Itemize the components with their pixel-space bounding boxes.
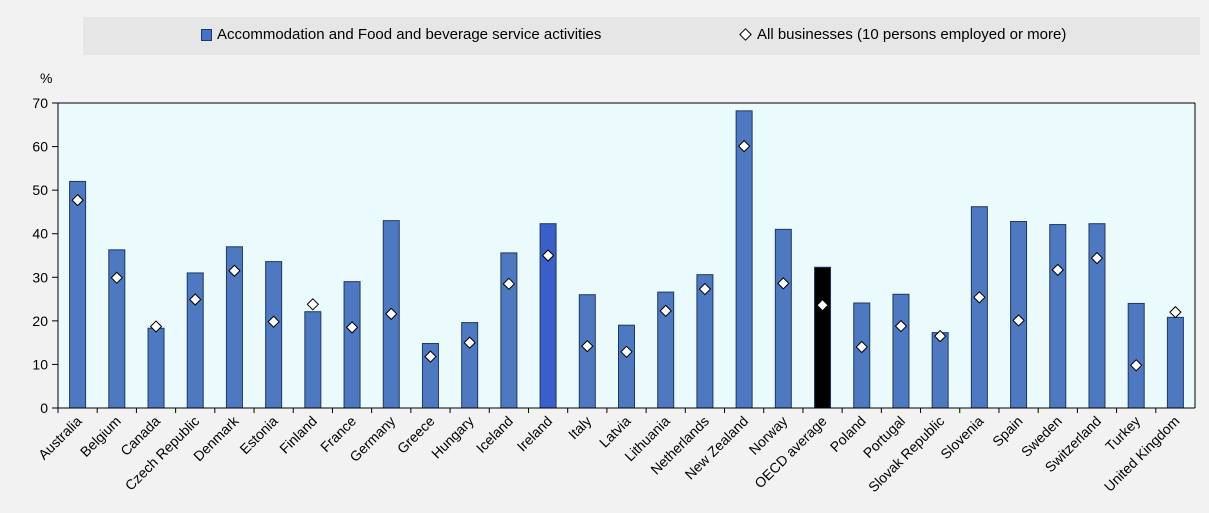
- bar: [461, 322, 479, 409]
- bar: [343, 281, 361, 409]
- bar: [931, 332, 949, 409]
- x-tick-label: Estonia: [236, 413, 280, 457]
- y-tick-label: 20: [32, 313, 48, 329]
- bar: [304, 311, 322, 409]
- y-axis-label: %: [40, 70, 52, 86]
- marker-point: [620, 345, 633, 358]
- marker-point: [189, 293, 202, 306]
- bar: [892, 293, 910, 409]
- y-tick-label: 10: [32, 356, 48, 372]
- bar: [1127, 302, 1145, 409]
- marker-point: [385, 307, 398, 321]
- y-tick-label: 60: [32, 139, 48, 155]
- x-tick-label: Ireland: [514, 413, 556, 455]
- legend-label-all-businesses: All businesses (10 persons employed or m…: [757, 26, 1067, 43]
- marker-point: [698, 282, 712, 296]
- marker-point: [463, 336, 476, 349]
- x-tick-label: Belgium: [77, 413, 124, 460]
- x-tick-label: Iceland: [473, 413, 516, 456]
- marker-point: [71, 193, 84, 207]
- y-tick-label: 50: [32, 182, 48, 198]
- bar: [147, 327, 165, 409]
- marker-point: [933, 329, 947, 343]
- legend: Accommodation and Food and beverage serv…: [83, 17, 1200, 55]
- bar: [1088, 223, 1106, 409]
- bar: [69, 180, 87, 409]
- bar: [1166, 316, 1184, 409]
- bar: [853, 302, 871, 409]
- bar: [735, 110, 753, 409]
- bar: [814, 266, 832, 409]
- y-tick-label: 30: [32, 269, 48, 285]
- marker-point: [777, 277, 790, 290]
- y-tick-label: 40: [32, 226, 48, 242]
- legend-label-accommodation: Accommodation and Food and beverage serv…: [217, 26, 602, 43]
- marker-point: [581, 339, 594, 353]
- marker-point: [1090, 251, 1104, 265]
- y-tick-label: 70: [32, 95, 48, 111]
- marker-point: [855, 340, 868, 354]
- x-tick-label: Australia: [35, 413, 85, 463]
- marker-point: [659, 304, 672, 318]
- marker-point: [502, 277, 516, 291]
- legend-item-all-businesses: All businesses (10 persons employed or m…: [739, 26, 1067, 43]
- marker-point: [1129, 359, 1143, 372]
- marker-point: [424, 350, 437, 363]
- marker-point: [345, 321, 359, 334]
- bar: [1049, 224, 1067, 409]
- marker-point: [228, 264, 241, 277]
- x-tick-label: Slovenia: [937, 413, 986, 462]
- x-tick-label: Finland: [276, 413, 320, 457]
- legend-bar-swatch: [201, 28, 212, 41]
- bar: [265, 261, 283, 409]
- bar: [186, 272, 204, 409]
- bar: [618, 324, 635, 409]
- marker-point: [973, 291, 986, 304]
- x-tick-label: Hungary: [428, 413, 477, 462]
- y-tick-label: 0: [40, 400, 48, 416]
- bar: [774, 228, 792, 409]
- marker-point: [149, 320, 163, 333]
- x-tick-label: Spain: [989, 413, 1026, 450]
- marker-point: [110, 271, 124, 284]
- marker-point: [306, 298, 320, 311]
- marker-point: [541, 249, 555, 262]
- legend-item-accommodation: Accommodation and Food and beverage serv…: [201, 26, 601, 43]
- marker-point: [894, 319, 908, 333]
- marker-point: [737, 139, 751, 153]
- marker-point: [1012, 314, 1025, 327]
- x-tick-label: Italy: [565, 413, 594, 442]
- x-tick-label: OECD average: [751, 413, 830, 492]
- marker-point: [1169, 305, 1182, 319]
- bar: [500, 252, 518, 409]
- bar: [970, 206, 988, 409]
- marker-point: [267, 315, 280, 328]
- marker-point: [1051, 263, 1064, 277]
- marker-point: [816, 298, 829, 312]
